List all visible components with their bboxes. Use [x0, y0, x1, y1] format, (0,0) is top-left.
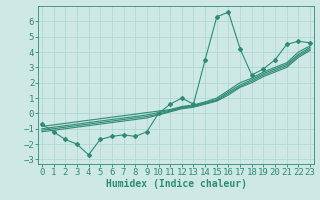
X-axis label: Humidex (Indice chaleur): Humidex (Indice chaleur): [106, 179, 246, 189]
